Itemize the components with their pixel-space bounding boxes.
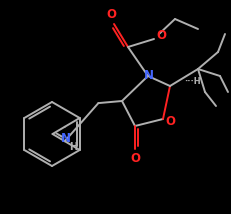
Text: H: H: [69, 142, 77, 152]
Text: O: O: [130, 153, 140, 165]
Text: ···H: ···H: [184, 76, 201, 86]
Text: O: O: [106, 7, 116, 21]
Text: O: O: [156, 28, 166, 42]
Text: N: N: [61, 132, 71, 145]
Text: N: N: [144, 68, 154, 82]
Text: O: O: [165, 114, 175, 128]
